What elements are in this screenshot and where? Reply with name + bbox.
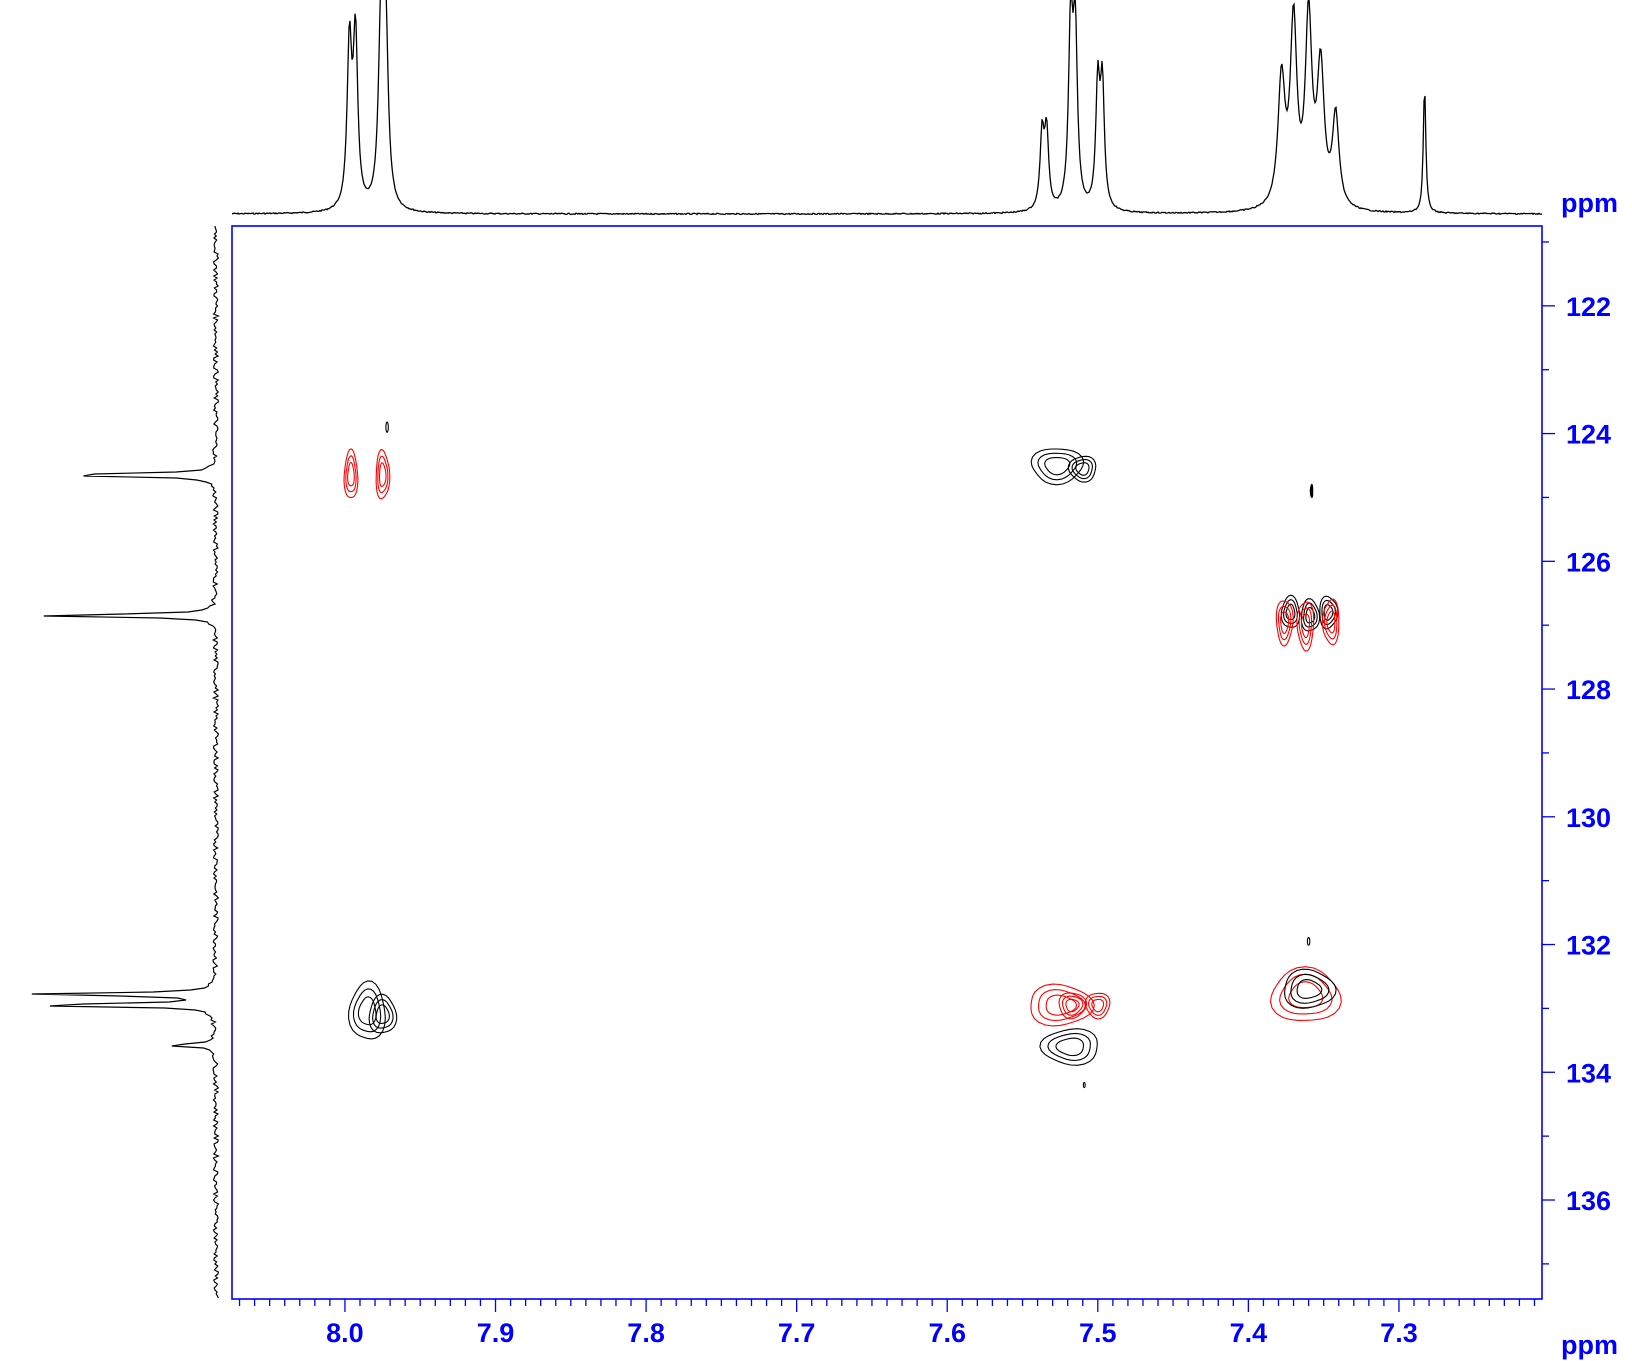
cross-peak	[1082, 1081, 1086, 1089]
x-tick-label: 7.4	[1230, 1318, 1268, 1348]
contour-level	[1030, 983, 1095, 1027]
contour-level	[1280, 594, 1301, 628]
contour-level	[348, 980, 386, 1040]
contour-level	[345, 455, 357, 493]
contour-level	[357, 996, 377, 1026]
contour-level	[1058, 992, 1088, 1020]
y-tick-label: 132	[1566, 931, 1611, 961]
contour-level	[385, 421, 389, 433]
x-axis: 8.0 7.9 7.8 7.7 7.6 7.5 7.4 7.3	[238, 1299, 1536, 1348]
cross-peak	[348, 980, 386, 1040]
x-tick-label: 7.6	[928, 1318, 966, 1348]
contour-level	[1269, 966, 1342, 1021]
x-tick-label: 7.5	[1079, 1318, 1117, 1348]
cross-peak	[1058, 992, 1088, 1020]
y-tick-label: 134	[1566, 1058, 1611, 1088]
y-tick-label: 136	[1566, 1186, 1611, 1216]
x-tick-label: 7.7	[778, 1318, 816, 1348]
contour-level	[1055, 1037, 1085, 1057]
cross-peak	[1296, 601, 1315, 652]
contour-level	[1067, 455, 1097, 483]
contour-level	[1030, 448, 1085, 486]
contour-level	[1047, 1032, 1091, 1062]
carbon-projection-spectrum	[31, 225, 220, 1299]
contour-level	[372, 999, 394, 1029]
y-tick-label: 126	[1566, 547, 1611, 577]
y-tick-label: 122	[1566, 292, 1611, 322]
contour-level	[1045, 994, 1078, 1016]
contour-level	[1082, 1081, 1086, 1089]
proton-spectrum-trace	[232, 0, 1543, 216]
contour-level	[1300, 613, 1311, 639]
y-tick-label: 124	[1566, 420, 1611, 450]
y-tick-label: 128	[1566, 675, 1611, 705]
contour-level	[1071, 458, 1093, 480]
cross-peak	[1309, 483, 1314, 499]
contour-level	[1037, 452, 1078, 481]
contour-level	[1298, 607, 1313, 645]
contour-level	[1300, 598, 1321, 632]
contour-level	[368, 993, 398, 1034]
cross-peak	[1067, 455, 1097, 483]
contour-level	[1321, 599, 1336, 626]
contour-level	[1275, 600, 1294, 647]
contour-cross-peaks	[343, 421, 1342, 1089]
cross-peak	[368, 993, 398, 1034]
contour-level	[1324, 604, 1338, 640]
cross-peak	[1284, 968, 1337, 1009]
contour-level	[375, 1004, 390, 1024]
contour-level	[377, 455, 389, 494]
contour-level	[1321, 598, 1340, 646]
x-tick-label: 7.3	[1380, 1318, 1418, 1348]
contour-level	[1280, 611, 1290, 635]
contour-level	[1065, 998, 1080, 1013]
contour-level	[1044, 457, 1071, 476]
x-tick-label: 8.0	[326, 1318, 364, 1348]
y-axis-unit-label: ppm	[1561, 188, 1618, 218]
contour-level	[1084, 992, 1111, 1020]
carbon-spectrum-trace	[31, 225, 220, 1299]
x-tick-label: 7.9	[477, 1318, 515, 1348]
contour-level	[1087, 995, 1108, 1016]
cross-peak	[1321, 598, 1340, 646]
proton-projection-spectrum	[232, 0, 1543, 216]
y-axis: 122 124 126 128 130 132 134 136	[1542, 241, 1611, 1265]
contour-level	[352, 988, 382, 1033]
cross-peak	[1084, 992, 1111, 1020]
contour-level	[347, 461, 355, 487]
contour-level	[1061, 995, 1084, 1016]
contour-level	[1296, 601, 1315, 652]
contour-level	[1306, 936, 1311, 946]
cross-peak	[1306, 936, 1311, 946]
contour-level	[1310, 487, 1313, 495]
contour-level	[1290, 973, 1330, 1004]
cross-peak	[375, 449, 391, 500]
contour-level	[1326, 610, 1336, 634]
plot-frame	[231, 225, 1543, 1300]
cross-peak	[1030, 448, 1085, 486]
contour-level	[1284, 968, 1337, 1009]
cross-peak	[385, 421, 389, 433]
contour-level	[378, 462, 387, 488]
cross-peak	[343, 448, 359, 498]
contour-level	[1075, 462, 1090, 476]
contour-level	[1277, 605, 1292, 641]
contour-level	[375, 449, 391, 500]
x-tick-label: 7.8	[627, 1318, 665, 1348]
x-axis-unit-label: ppm	[1561, 1330, 1618, 1360]
cross-peak	[1275, 600, 1294, 647]
contour-level	[343, 448, 359, 498]
y-tick-label: 130	[1566, 803, 1611, 833]
contour-level	[1039, 1028, 1098, 1066]
contour-level	[1091, 998, 1105, 1013]
cross-peak	[1039, 1028, 1098, 1066]
contour-level	[1296, 979, 1323, 999]
